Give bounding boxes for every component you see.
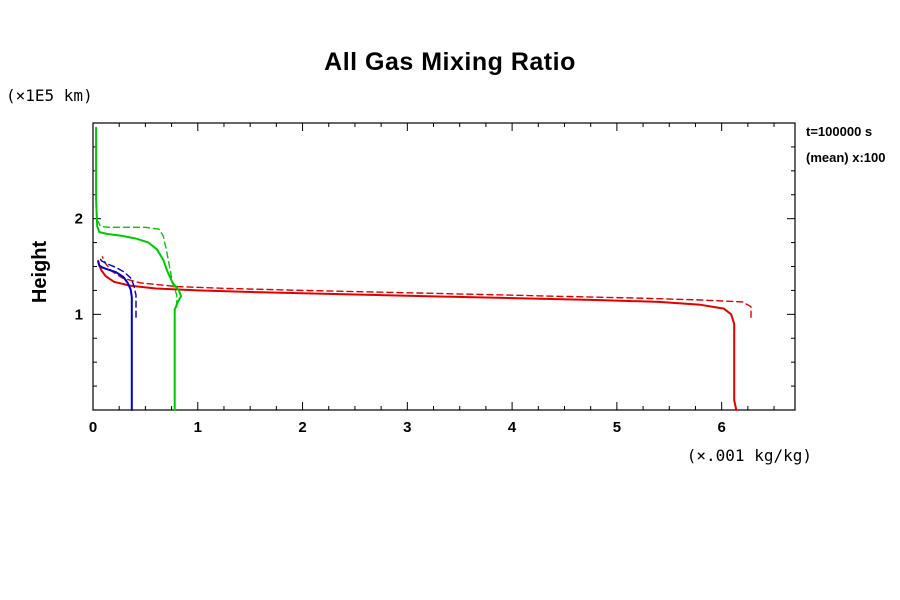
series-gas-blue-mean <box>98 256 137 318</box>
series-gas-blue-instant <box>97 260 133 411</box>
axes-box <box>92 122 796 411</box>
x-tick-label: 0 <box>89 419 97 436</box>
chart-title: All Gas Mixing Ratio <box>324 48 576 76</box>
x-tick-label: 2 <box>298 419 306 436</box>
y-tick-label: 2 <box>75 211 83 228</box>
x-tick-label: 4 <box>508 419 517 436</box>
series-gas-green-mean <box>97 220 178 308</box>
x-tick-label: 5 <box>613 419 621 436</box>
annotation-time: t=100000 s <box>806 124 873 139</box>
annotation-mean: (mean) x:100 <box>806 150 886 165</box>
x-tick-label: 6 <box>717 419 725 436</box>
y-axis-unit-label: (×1E5 km) <box>6 86 93 105</box>
x-axis-unit-label: (×.001 kg/kg) <box>686 446 812 465</box>
y-axis-label: Height <box>29 240 51 304</box>
x-tick-label: 1 <box>194 419 202 436</box>
y-tick-label: 1 <box>75 306 83 323</box>
series-gas-red-mean <box>101 256 752 318</box>
series-gas-red-instant <box>97 259 738 411</box>
x-tick-label: 3 <box>403 419 411 436</box>
